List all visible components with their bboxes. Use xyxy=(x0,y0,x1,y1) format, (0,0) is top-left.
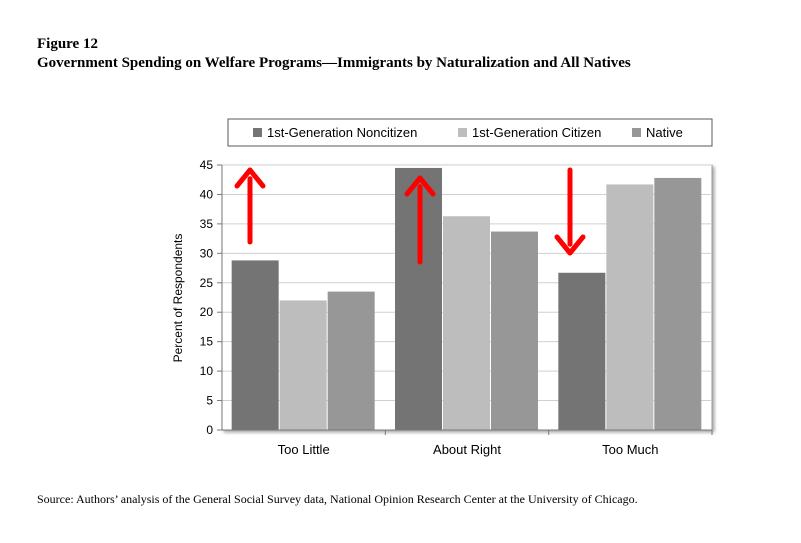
x-tick-label: About Right xyxy=(433,442,501,457)
figure-label: Figure 12 xyxy=(37,36,98,52)
figure-title: Government Spending on Welfare Programs—… xyxy=(37,55,631,71)
bars xyxy=(231,167,702,430)
annotation-arrows xyxy=(234,167,586,265)
legend: 1st-Generation Noncitizen 1st-Generation … xyxy=(227,118,713,147)
bar-1st-generation-noncitizen-too-much xyxy=(558,272,606,430)
legend-swatch xyxy=(253,128,262,137)
legend-label: Native xyxy=(646,125,683,140)
y-tick-label: 40 xyxy=(200,187,214,201)
source-note: Source: Authors’ analysis of the General… xyxy=(37,492,638,506)
y-tick-label: 35 xyxy=(200,217,214,231)
arrow-down-too-much xyxy=(554,167,586,256)
legend-box xyxy=(227,118,713,147)
y-tick-label: 45 xyxy=(200,158,214,172)
axes: 0 5 10 15 20 25 30 35 40 45 Too Little About Right T… xyxy=(200,158,713,457)
y-tick-label: 15 xyxy=(200,335,214,349)
arrow-up-about-right xyxy=(404,175,436,265)
bar-native-too-much xyxy=(654,177,702,430)
bar-1st-generation-citizen-about-right xyxy=(443,216,490,430)
legend-swatch xyxy=(458,128,467,137)
y-tick-label: 0 xyxy=(206,423,213,437)
x-tick-label: Too Little xyxy=(278,442,330,457)
bar-native-about-right xyxy=(491,231,538,430)
legend-swatch xyxy=(632,128,641,137)
bar-1st-generation-citizen-too-much xyxy=(606,184,654,430)
legend-label: 1st-Generation Citizen xyxy=(472,125,601,140)
bar-1st-generation-noncitizen-too-little xyxy=(231,260,279,430)
y-tick-label: 5 xyxy=(206,394,213,408)
y-tick-label: 25 xyxy=(200,276,214,290)
y-tick-label: 30 xyxy=(200,246,214,260)
bar-native-too-little xyxy=(327,291,375,430)
y-axis-label: Percent of Respondents xyxy=(171,234,185,363)
legend-label: 1st-Generation Noncitizen xyxy=(267,125,417,140)
y-tick-label: 10 xyxy=(200,364,214,378)
y-tick-label: 20 xyxy=(200,305,214,319)
x-tick-label: Too Much xyxy=(602,442,658,457)
arrow-up-too-little xyxy=(234,167,266,245)
bar-1st-generation-citizen-too-little xyxy=(279,300,327,430)
